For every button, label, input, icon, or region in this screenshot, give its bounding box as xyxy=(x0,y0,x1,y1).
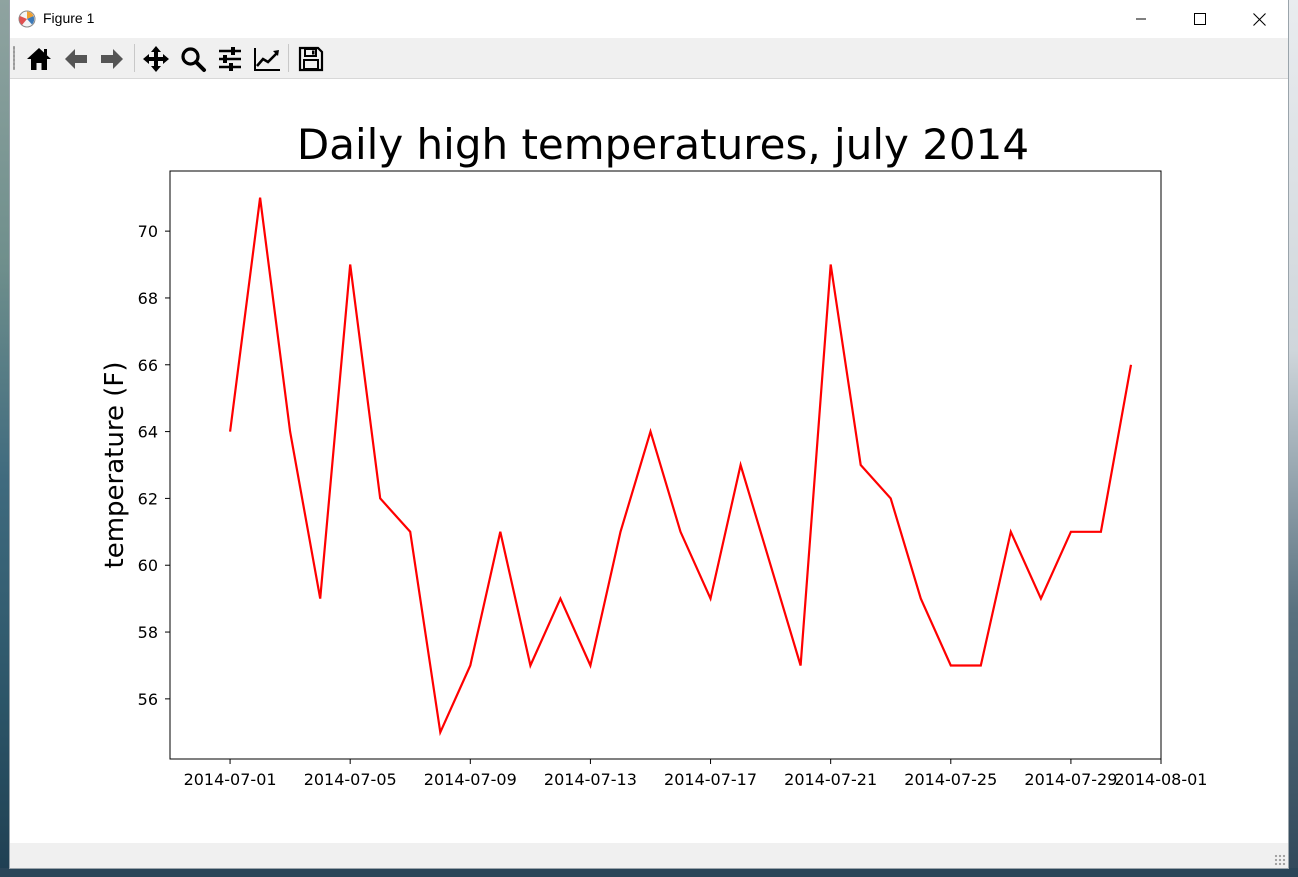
desktop-background-left xyxy=(0,0,10,877)
title-bar[interactable]: Figure 1 xyxy=(10,0,1288,38)
save-button[interactable] xyxy=(294,42,328,76)
figure-window: Figure 1 xyxy=(10,0,1288,868)
x-tick-label: 2014-07-29 xyxy=(1024,770,1117,789)
x-tick-label: 2014-07-21 xyxy=(784,770,877,789)
y-tick-label: 62 xyxy=(138,489,158,508)
subplots-button[interactable] xyxy=(213,42,247,76)
arrow-right-icon xyxy=(101,49,123,69)
y-tick-label: 58 xyxy=(138,623,158,642)
home-icon xyxy=(27,48,51,70)
x-tick-label: 2014-07-17 xyxy=(664,770,757,789)
sliders-icon xyxy=(219,47,241,71)
y-tick-label: 70 xyxy=(138,222,158,241)
y-tick-label: 66 xyxy=(138,356,158,375)
window-title: Figure 1 xyxy=(43,10,95,26)
series-line xyxy=(229,197,1133,737)
status-bar xyxy=(10,843,1288,868)
desktop-background-right xyxy=(1288,0,1298,877)
y-tick-label: 56 xyxy=(138,690,158,709)
y-tick-label: 68 xyxy=(138,289,158,308)
y-tick-label: 64 xyxy=(138,423,158,442)
forward-button[interactable] xyxy=(95,42,129,76)
arrow-left-icon xyxy=(65,49,87,69)
close-icon xyxy=(1252,12,1266,26)
close-button[interactable] xyxy=(1230,0,1288,38)
x-tick-label: 2014-08-01 xyxy=(1115,770,1208,789)
move-icon xyxy=(143,46,169,72)
chart-title: Daily high temperatures, july 2014 xyxy=(297,120,1029,169)
magnifier-icon xyxy=(181,47,206,72)
taskbar-strip xyxy=(0,868,1298,877)
y-axis-label: temperature (F) xyxy=(100,362,130,569)
toolbar-separator xyxy=(288,44,289,72)
matplotlib-app-icon xyxy=(18,10,36,28)
back-button[interactable] xyxy=(59,42,93,76)
navigation-toolbar xyxy=(10,38,1288,79)
resize-grip-icon[interactable] xyxy=(1274,854,1286,866)
toolbar-separator xyxy=(134,44,135,72)
home-button[interactable] xyxy=(22,42,56,76)
x-tick-label: 2014-07-09 xyxy=(424,770,517,789)
axes-frame xyxy=(169,170,1162,760)
minimize-icon xyxy=(1136,18,1146,20)
minimize-button[interactable] xyxy=(1112,0,1170,38)
y-tick-label: 60 xyxy=(138,556,158,575)
line-chart: Daily high temperatures, july 2014 tempe… xyxy=(100,120,1208,789)
pan-button[interactable] xyxy=(139,42,173,76)
x-tick-label: 2014-07-13 xyxy=(544,770,637,789)
toolbar-grip[interactable] xyxy=(13,46,15,70)
maximize-icon xyxy=(1194,13,1206,25)
edit-axes-button[interactable] xyxy=(250,42,284,76)
line-chart-icon xyxy=(254,48,280,71)
figure-canvas[interactable]: Daily high temperatures, july 2014 tempe… xyxy=(10,79,1288,843)
x-tick-label: 2014-07-05 xyxy=(304,770,397,789)
floppy-disk-icon xyxy=(298,46,324,72)
maximize-button[interactable] xyxy=(1171,0,1229,38)
zoom-button[interactable] xyxy=(176,42,210,76)
x-tick-label: 2014-07-25 xyxy=(904,770,997,789)
x-tick-label: 2014-07-01 xyxy=(184,770,277,789)
